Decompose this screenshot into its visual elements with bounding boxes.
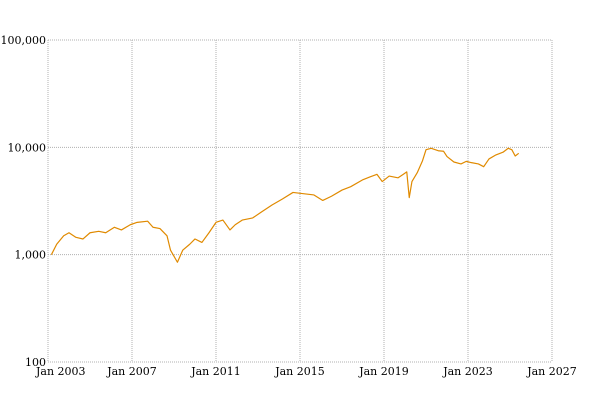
series-group [50,147,520,263]
y-tick-label: 10,000 [8,141,47,154]
x-tick-label: Jan 2003 [35,365,86,378]
x-gridlines [47,40,553,362]
x-tick-label: Jan 2007 [106,365,157,378]
x-tick-label: Jan 2027 [526,365,577,378]
x-tick-labels: Jan 2003 Jan 2007 Jan 2011 Jan 2015 Jan 2019… [35,365,577,378]
y-tick-label: 1,000 [15,249,47,262]
x-tick-label: Jan 2011 [190,365,241,378]
y-tick-label: 100 [25,356,46,369]
series-line [50,147,520,263]
y-tick-label: 100,000 [1,34,47,47]
x-tick-label: Jan 2019 [358,365,409,378]
x-tick-label: Jan 2015 [274,365,325,378]
y-tick-labels: 100 1,000 10,000 100,000 [1,34,47,369]
x-tick-label: Jan 2023 [442,365,493,378]
